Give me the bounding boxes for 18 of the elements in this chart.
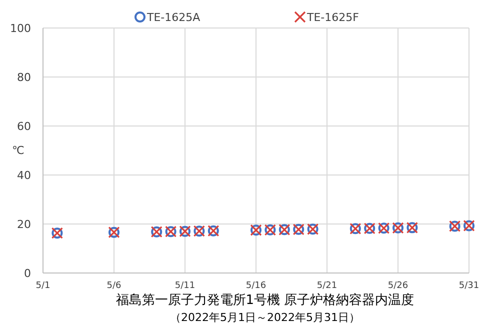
x-tick-label: 5/1 — [36, 281, 50, 291]
y-axis-title: ℃ — [12, 144, 24, 157]
y-tick-label: 20 — [17, 218, 31, 231]
y-tick-label: 40 — [17, 169, 31, 182]
text: 福島第一原子力発電所1号機 原子炉格納容器内温度 — [116, 292, 414, 308]
legend-label: TE-1625A — [146, 11, 201, 24]
y-tick-label: 100 — [10, 22, 31, 35]
x-tick-label: 5/11 — [174, 281, 196, 291]
text: （2022年5月1日～2022年5月31日） — [170, 311, 360, 324]
y-tick-label: 60 — [17, 120, 31, 133]
y-tick-label: 80 — [17, 71, 31, 84]
x-tick-label: 5/31 — [458, 281, 480, 291]
legend-label: TE-1625F — [306, 11, 359, 24]
y-tick-label: 0 — [24, 267, 31, 280]
x-tick-label: 5/26 — [388, 281, 408, 291]
x-tick-label: 5/21 — [316, 281, 338, 291]
x-tick-label: 5/16 — [246, 281, 266, 291]
x-tick-label: 5/6 — [106, 281, 122, 291]
